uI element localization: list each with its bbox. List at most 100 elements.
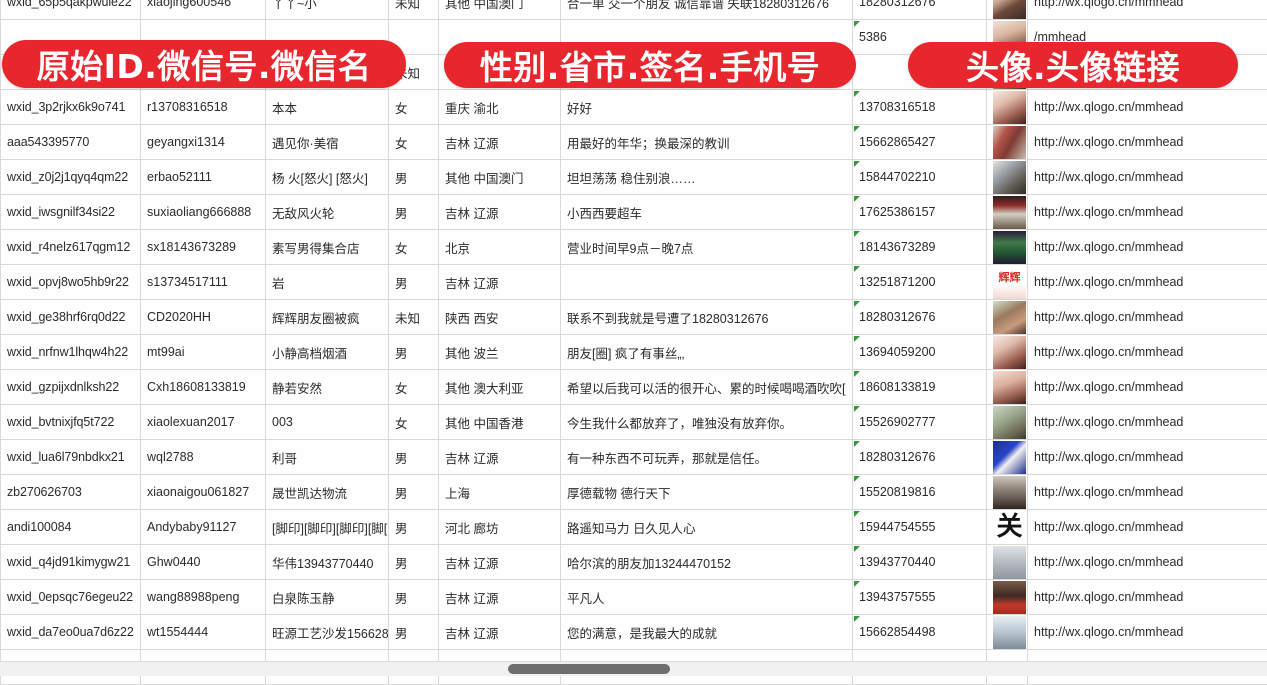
cell-gender[interactable]: 男	[389, 475, 439, 510]
cell-original-id[interactable]: wxid_bvtnixjfq5t722	[1, 405, 141, 440]
cell-wechat-name[interactable]: 003	[266, 405, 389, 440]
cell-wechat-id[interactable]: xiaojing600546	[141, 0, 266, 20]
cell-phone[interactable]: 17625386157	[853, 195, 987, 230]
cell-wechat-name[interactable]: 本本	[266, 90, 389, 125]
cell-signature[interactable]: 平凡人	[561, 580, 853, 615]
cell-wechat-id[interactable]: wql2788	[141, 440, 266, 475]
cell-phone[interactable]: 18608133819	[853, 370, 987, 405]
horizontal-scrollbar[interactable]	[0, 661, 1267, 676]
cell-province-city[interactable]: 其他 中国香港	[439, 405, 561, 440]
cell-wechat-name[interactable]: 素写男得集合店	[266, 230, 389, 265]
cell-gender[interactable]: 男	[389, 615, 439, 650]
cell-original-id[interactable]: wxid_ge38hrf6rq0d22	[1, 300, 141, 335]
cell-wechat-id[interactable]: wang88988peng	[141, 580, 266, 615]
cell-avatar[interactable]	[987, 405, 1028, 440]
cell-original-id[interactable]: wxid_r4nelz617qgm12	[1, 230, 141, 265]
cell-province-city[interactable]: 重庆 渝北	[439, 90, 561, 125]
cell-wechat-name[interactable]: 无敌风火轮	[266, 195, 389, 230]
cell-wechat-name[interactable]: 辉辉朋友圈被疯	[266, 300, 389, 335]
cell-signature[interactable]	[561, 265, 853, 300]
cell-wechat-name[interactable]: 利哥	[266, 440, 389, 475]
cell-signature[interactable]: 营业时间早9点－晚7点	[561, 230, 853, 265]
cell-signature[interactable]: 您的满意，是我最大的成就	[561, 615, 853, 650]
cell-gender[interactable]: 女	[389, 90, 439, 125]
cell-avatar-url[interactable]: http://wx.qlogo.cn/mmhead	[1028, 335, 1267, 370]
cell-avatar[interactable]	[987, 475, 1028, 510]
cell-original-id[interactable]: wxid_nrfnw1lhqw4h22	[1, 335, 141, 370]
cell-gender[interactable]: 未知	[389, 300, 439, 335]
cell-signature[interactable]: 好好	[561, 90, 853, 125]
cell-signature[interactable]: 联系不到我就是号遭了18280312676	[561, 300, 853, 335]
cell-gender[interactable]: 男	[389, 510, 439, 545]
cell-signature[interactable]: 有一种东西不可玩弄，那就是信任。	[561, 440, 853, 475]
cell-wechat-id[interactable]: s13734517111	[141, 265, 266, 300]
cell-wechat-name[interactable]: 岩	[266, 265, 389, 300]
cell-avatar[interactable]	[987, 335, 1028, 370]
cell-avatar[interactable]	[987, 230, 1028, 265]
cell-avatar[interactable]	[987, 615, 1028, 650]
cell-avatar-url[interactable]: http://wx.qlogo.cn/mmhead	[1028, 265, 1267, 300]
cell-avatar[interactable]	[987, 300, 1028, 335]
cell-original-id[interactable]: wxid_gzpijxdnlksh22	[1, 370, 141, 405]
cell-original-id[interactable]: zb270626703	[1, 475, 141, 510]
cell-avatar-url[interactable]: http://wx.qlogo.cn/mmhead	[1028, 370, 1267, 405]
cell-wechat-name[interactable]: [脚印][脚印][脚印][脚[	[266, 510, 389, 545]
cell-avatar-url[interactable]: http://wx.qlogo.cn/mmhead	[1028, 0, 1267, 20]
cell-original-id[interactable]: wxid_65p5qakpwuie22	[1, 0, 141, 20]
cell-avatar-url[interactable]: http://wx.qlogo.cn/mmhead	[1028, 405, 1267, 440]
cell-wechat-id[interactable]: Cxh18608133819	[141, 370, 266, 405]
cell-wechat-id[interactable]: xiaolexuan2017	[141, 405, 266, 440]
cell-wechat-id[interactable]: r13708316518	[141, 90, 266, 125]
cell-avatar[interactable]	[987, 265, 1028, 300]
cell-wechat-id[interactable]: erbao52111	[141, 160, 266, 195]
cell-avatar-url[interactable]: http://wx.qlogo.cn/mmhead	[1028, 300, 1267, 335]
cell-avatar-url[interactable]: http://wx.qlogo.cn/mmhead	[1028, 580, 1267, 615]
cell-province-city[interactable]: 吉林 辽源	[439, 615, 561, 650]
cell-avatar-url[interactable]: http://wx.qlogo.cn/mmhead	[1028, 440, 1267, 475]
cell-signature[interactable]: 厚德载物 德行天下	[561, 475, 853, 510]
cell-phone[interactable]: 18280312676	[853, 0, 987, 20]
cell-avatar[interactable]	[987, 195, 1028, 230]
cell-wechat-name[interactable]: 遇见你·美宿	[266, 125, 389, 160]
cell-wechat-name[interactable]: 白泉陈玉静	[266, 580, 389, 615]
cell-province-city[interactable]: 其他 中国澳门	[439, 0, 561, 20]
cell-phone[interactable]: 15526902777	[853, 405, 987, 440]
cell-province-city[interactable]: 上海	[439, 475, 561, 510]
cell-original-id[interactable]: wxid_da7eo0ua7d6z22	[1, 615, 141, 650]
cell-wechat-id[interactable]: Andybaby91127	[141, 510, 266, 545]
cell-wechat-id[interactable]: sx18143673289	[141, 230, 266, 265]
cell-phone[interactable]: 15944754555	[853, 510, 987, 545]
cell-wechat-name[interactable]: 静若安然	[266, 370, 389, 405]
cell-original-id[interactable]: wxid_opvj8wo5hb9r22	[1, 265, 141, 300]
cell-original-id[interactable]: wxid_lua6l79nbdkx21	[1, 440, 141, 475]
cell-signature[interactable]: 今生我什么都放弃了，唯独没有放弃你。	[561, 405, 853, 440]
cell-wechat-id[interactable]: geyangxi1314	[141, 125, 266, 160]
cell-province-city[interactable]: 吉林 辽源	[439, 265, 561, 300]
cell-phone[interactable]: 18280312676	[853, 440, 987, 475]
cell-avatar-url[interactable]: http://wx.qlogo.cn/mmhead	[1028, 615, 1267, 650]
cell-phone[interactable]: 13251871200	[853, 265, 987, 300]
cell-avatar[interactable]	[987, 125, 1028, 160]
cell-gender[interactable]: 女	[389, 370, 439, 405]
cell-gender[interactable]: 女	[389, 405, 439, 440]
cell-gender[interactable]: 男	[389, 545, 439, 580]
cell-phone[interactable]: 13694059200	[853, 335, 987, 370]
cell-wechat-name[interactable]: 丫丫~小	[266, 0, 389, 20]
cell-gender[interactable]: 男	[389, 440, 439, 475]
cell-signature[interactable]: 希望以后我可以活的很开心、累的时候喝喝酒吹吹[	[561, 370, 853, 405]
cell-signature[interactable]: 坦坦荡荡 稳住别浪……	[561, 160, 853, 195]
cell-gender[interactable]: 男	[389, 195, 439, 230]
cell-original-id[interactable]: aaa543395770	[1, 125, 141, 160]
cell-province-city[interactable]: 吉林 辽源	[439, 580, 561, 615]
cell-gender[interactable]: 男	[389, 580, 439, 615]
